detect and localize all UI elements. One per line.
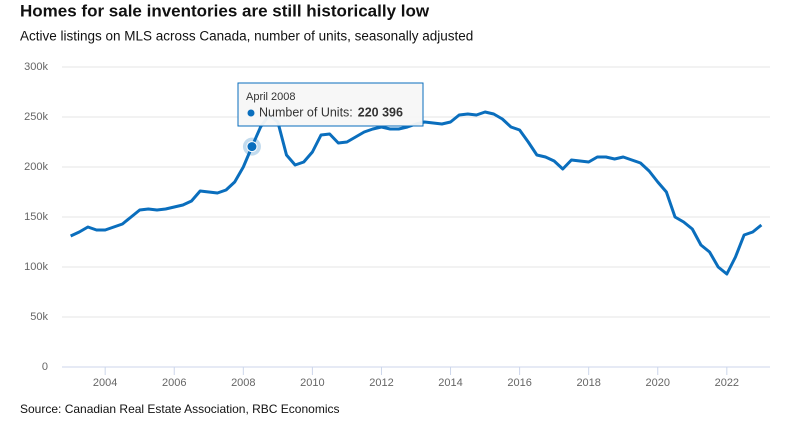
y-tick-label: 200k	[24, 161, 48, 173]
x-tick-label: 2016	[507, 377, 531, 389]
x-tick-label: 2014	[438, 377, 462, 389]
tooltip: April 2008 Number of Units: 220 396	[237, 82, 424, 127]
x-tick-label: 2022	[715, 377, 739, 389]
tooltip-dot	[247, 109, 255, 117]
chart-title: Homes for sale inventories are still his…	[20, 1, 430, 20]
y-tick-label: 100k	[24, 261, 48, 273]
x-tick-label: 2020	[646, 377, 670, 389]
tooltip-label: Number of Units:	[259, 105, 353, 119]
source: Source: Canadian Real Estate Association…	[20, 402, 340, 416]
hover-point	[246, 141, 258, 153]
x-tick-label: 2010	[300, 377, 324, 389]
x-tick-label: 2004	[93, 377, 117, 389]
x-tick-label: 2018	[576, 377, 600, 389]
y-tick-label: 150k	[24, 211, 48, 223]
tooltip-title: April 2008	[246, 91, 296, 103]
line	[70, 110, 763, 276]
x-tick-label: 2008	[231, 377, 255, 389]
y-tick-label: 250k	[24, 111, 48, 123]
x-tick-label: 2012	[369, 377, 393, 389]
chart-subtitle: Active listings on MLS across Canada, nu…	[20, 29, 473, 44]
y-tick-label: 50k	[30, 311, 48, 323]
y-tick-label: 300k	[24, 61, 48, 73]
x-tick-label: 2006	[162, 377, 186, 389]
tooltip-box	[237, 82, 424, 127]
y-tick-label: 0	[42, 361, 48, 373]
tooltip-value: 220 396	[358, 105, 403, 119]
